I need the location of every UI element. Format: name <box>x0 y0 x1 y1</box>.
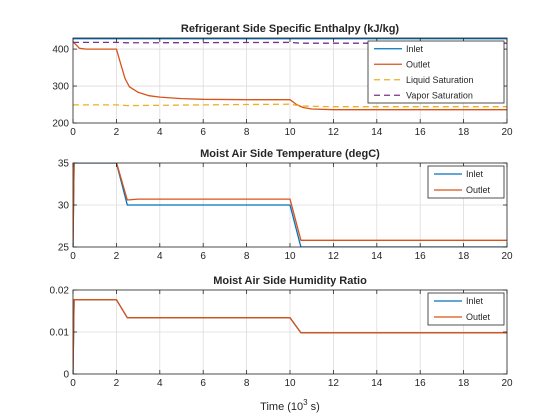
y-tick-label: 400 <box>52 45 69 56</box>
legend-label: Outlet <box>466 185 491 195</box>
x-axis-label-exponent: 3 <box>303 398 308 407</box>
x-tick-label: 0 <box>70 378 76 389</box>
y-tick-label: 300 <box>52 82 69 93</box>
legend-label: Outlet <box>406 59 431 69</box>
x-tick-label: 14 <box>371 127 383 138</box>
x-axis-label: Time (103 s) <box>260 398 320 413</box>
x-tick-label: 18 <box>458 378 470 389</box>
x-tick-label: 10 <box>284 127 296 138</box>
chart-panel-2: 0 2 4 6 8 10 12 14 16 18 20 25 30 35 Moist Air Side Te… <box>58 148 513 262</box>
x-tick-label: 2 <box>114 251 120 262</box>
x-tick-label: 16 <box>415 378 427 389</box>
x-tick-label: 14 <box>371 251 383 262</box>
x-tick-label: 8 <box>244 127 250 138</box>
chart-panel-1: 0 2 4 6 8 10 12 14 16 18 20 200 300 400 Refrigerant Si… <box>52 23 513 138</box>
x-tick-label: 0 <box>70 251 76 262</box>
chart-title: Refrigerant Side Specific Enthalpy (kJ/k… <box>181 23 400 35</box>
chart-title: Moist Air Side Humidity Ratio <box>213 275 367 287</box>
y-tick-label: 0.02 <box>50 286 70 297</box>
series-line-liquid-saturation <box>73 103 507 108</box>
x-tick-label: 8 <box>244 378 250 389</box>
legend-label: Inlet <box>466 169 484 179</box>
legend-label: Liquid Saturation <box>406 75 474 85</box>
chart-panel-3: 0 2 4 6 8 10 12 14 16 18 20 0 0.01 0.02 Moist Air Side… <box>50 275 513 389</box>
x-tick-label: 10 <box>284 378 296 389</box>
series-line-inlet <box>73 163 507 247</box>
y-tick-label: 30 <box>58 201 70 212</box>
legend-box <box>367 40 505 104</box>
x-tick-label: 2 <box>114 127 120 138</box>
x-tick-label: 16 <box>415 127 427 138</box>
x-tick-label: 6 <box>200 251 206 262</box>
legend-label: Inlet <box>406 44 424 54</box>
x-tick-label: 2 <box>114 378 120 389</box>
x-tick-label: 4 <box>157 378 163 389</box>
x-tick-label: 20 <box>501 251 513 262</box>
x-tick-label: 12 <box>328 251 340 262</box>
y-tick-label: 0.01 <box>50 328 70 339</box>
x-tick-label: 6 <box>200 378 206 389</box>
legend: Inlet Outlet <box>427 292 505 326</box>
y-tick-label: 0 <box>63 370 69 381</box>
legend-box <box>427 165 505 199</box>
series-line-outlet <box>73 163 507 247</box>
legend-label: Vapor Saturation <box>406 90 473 100</box>
y-tick-label: 35 <box>58 159 70 170</box>
series-line-outlet <box>73 41 507 111</box>
x-tick-label: 18 <box>458 251 470 262</box>
x-tick-label: 8 <box>244 251 250 262</box>
x-tick-label: 14 <box>371 378 383 389</box>
legend-label: Inlet <box>466 296 484 306</box>
x-axis-label-main: Time (10 <box>260 401 303 413</box>
legend: Inlet Outlet <box>427 165 505 199</box>
series-line-outlet <box>73 299 507 374</box>
x-axis-label-unit: s) <box>308 401 320 413</box>
y-tick-label: 200 <box>52 119 69 130</box>
x-tick-label: 12 <box>328 378 340 389</box>
x-tick-label: 10 <box>284 251 296 262</box>
x-tick-label: 12 <box>328 127 340 138</box>
x-tick-label: 6 <box>200 127 206 138</box>
x-tick-label: 18 <box>458 127 470 138</box>
x-tick-label: 4 <box>157 251 163 262</box>
series-line-vapor-saturation <box>73 41 507 44</box>
x-tick-label: 0 <box>70 127 76 138</box>
x-tick-label: 16 <box>415 251 427 262</box>
x-tick-label: 20 <box>501 127 513 138</box>
legend-label: Outlet <box>466 312 491 322</box>
legend-box <box>427 292 505 326</box>
chart-title: Moist Air Side Temperature (degC) <box>200 148 380 160</box>
x-tick-label: 4 <box>157 127 163 138</box>
legend: Inlet Outlet Liquid Saturation Vapor Satura… <box>367 40 505 104</box>
x-tick-label: 20 <box>501 378 513 389</box>
y-tick-label: 25 <box>58 243 70 254</box>
